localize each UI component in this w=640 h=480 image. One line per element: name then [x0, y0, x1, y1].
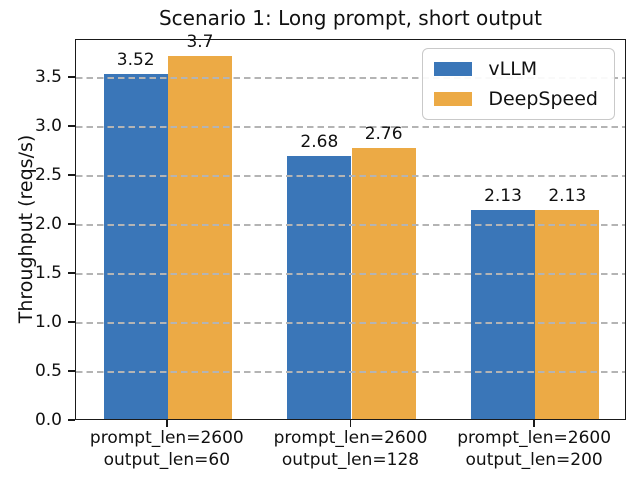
bar-vllm-group2	[287, 156, 352, 419]
y-tick-mark	[68, 174, 75, 176]
chart-title: Scenario 1: Long prompt, short output	[158, 6, 543, 30]
bar-value-label: 2.13	[484, 186, 522, 207]
gridlines-layer	[76, 40, 625, 419]
y-tick-label: 1.0	[34, 311, 62, 332]
plot-area: 3.52 2.68 2.13 3.7 2.76 2.13 vLLM DeepSpeed	[75, 32, 626, 420]
gridline-y-3.0	[76, 126, 625, 128]
legend-item-deepspeed: DeepSpeed	[434, 88, 602, 110]
legend-item-vllm: vLLM	[434, 58, 602, 80]
bar-deepspeed-group1	[167, 56, 233, 419]
bar-value-label: 2.76	[364, 124, 403, 145]
gridline-y-3.5	[76, 77, 625, 79]
y-tick-label: 0.5	[34, 360, 62, 381]
x-tick-mark	[349, 420, 352, 427]
y-tick-mark	[68, 321, 75, 323]
bar-value-label: 3.7	[186, 32, 214, 53]
x-tick-mark	[166, 420, 168, 427]
y-tick-mark	[68, 75, 75, 78]
legend-label: DeepSpeed	[488, 88, 598, 110]
x-tick-label: prompt_len=2600 output_len=60	[89, 428, 244, 471]
gridline-y-1.5	[76, 273, 625, 275]
bar-vllm-group1	[103, 73, 168, 419]
y-tick-label: 1.5	[34, 262, 62, 283]
legend-label: vLLM	[488, 58, 538, 80]
legend: vLLM DeepSpeed	[422, 48, 615, 120]
y-tick-label: 2.5	[34, 164, 62, 185]
bars-layer	[76, 40, 625, 419]
x-tick-label: prompt_len=2600 output_len=200	[457, 428, 612, 471]
bar-deepspeed-group3	[535, 210, 600, 419]
y-tick-mark	[68, 419, 75, 421]
y-tick-mark	[68, 223, 75, 225]
bar-value-label: 2.13	[548, 186, 587, 207]
gridline-y-2.5	[76, 175, 625, 177]
bar-vllm-group3	[470, 210, 536, 419]
y-tick-mark	[68, 272, 75, 274]
y-tick-label: 3.5	[34, 66, 62, 87]
y-tick-label: 2.0	[34, 213, 62, 234]
bar-value-labels-layer: 3.52 2.68 2.13 3.7 2.76 2.13	[76, 32, 625, 419]
x-tick-label: prompt_len=2600 output_len=128	[273, 428, 428, 471]
y-tick-mark	[68, 370, 75, 372]
gridline-y-0.5	[76, 371, 625, 373]
bar-value-label: 3.52	[116, 49, 155, 70]
y-tick-mark	[68, 124, 75, 127]
bar-value-label: 2.68	[300, 132, 339, 153]
bar-deepspeed-group2	[351, 148, 416, 419]
gridline-y-2.0	[76, 224, 625, 226]
y-tick-label: 3.0	[34, 115, 62, 136]
gridline-y-1.0	[76, 322, 625, 324]
legend-swatch-icon	[434, 92, 473, 106]
legend-swatch-icon	[434, 62, 473, 76]
x-tick-mark	[533, 420, 535, 427]
y-tick-label: 0.0	[34, 410, 62, 430]
